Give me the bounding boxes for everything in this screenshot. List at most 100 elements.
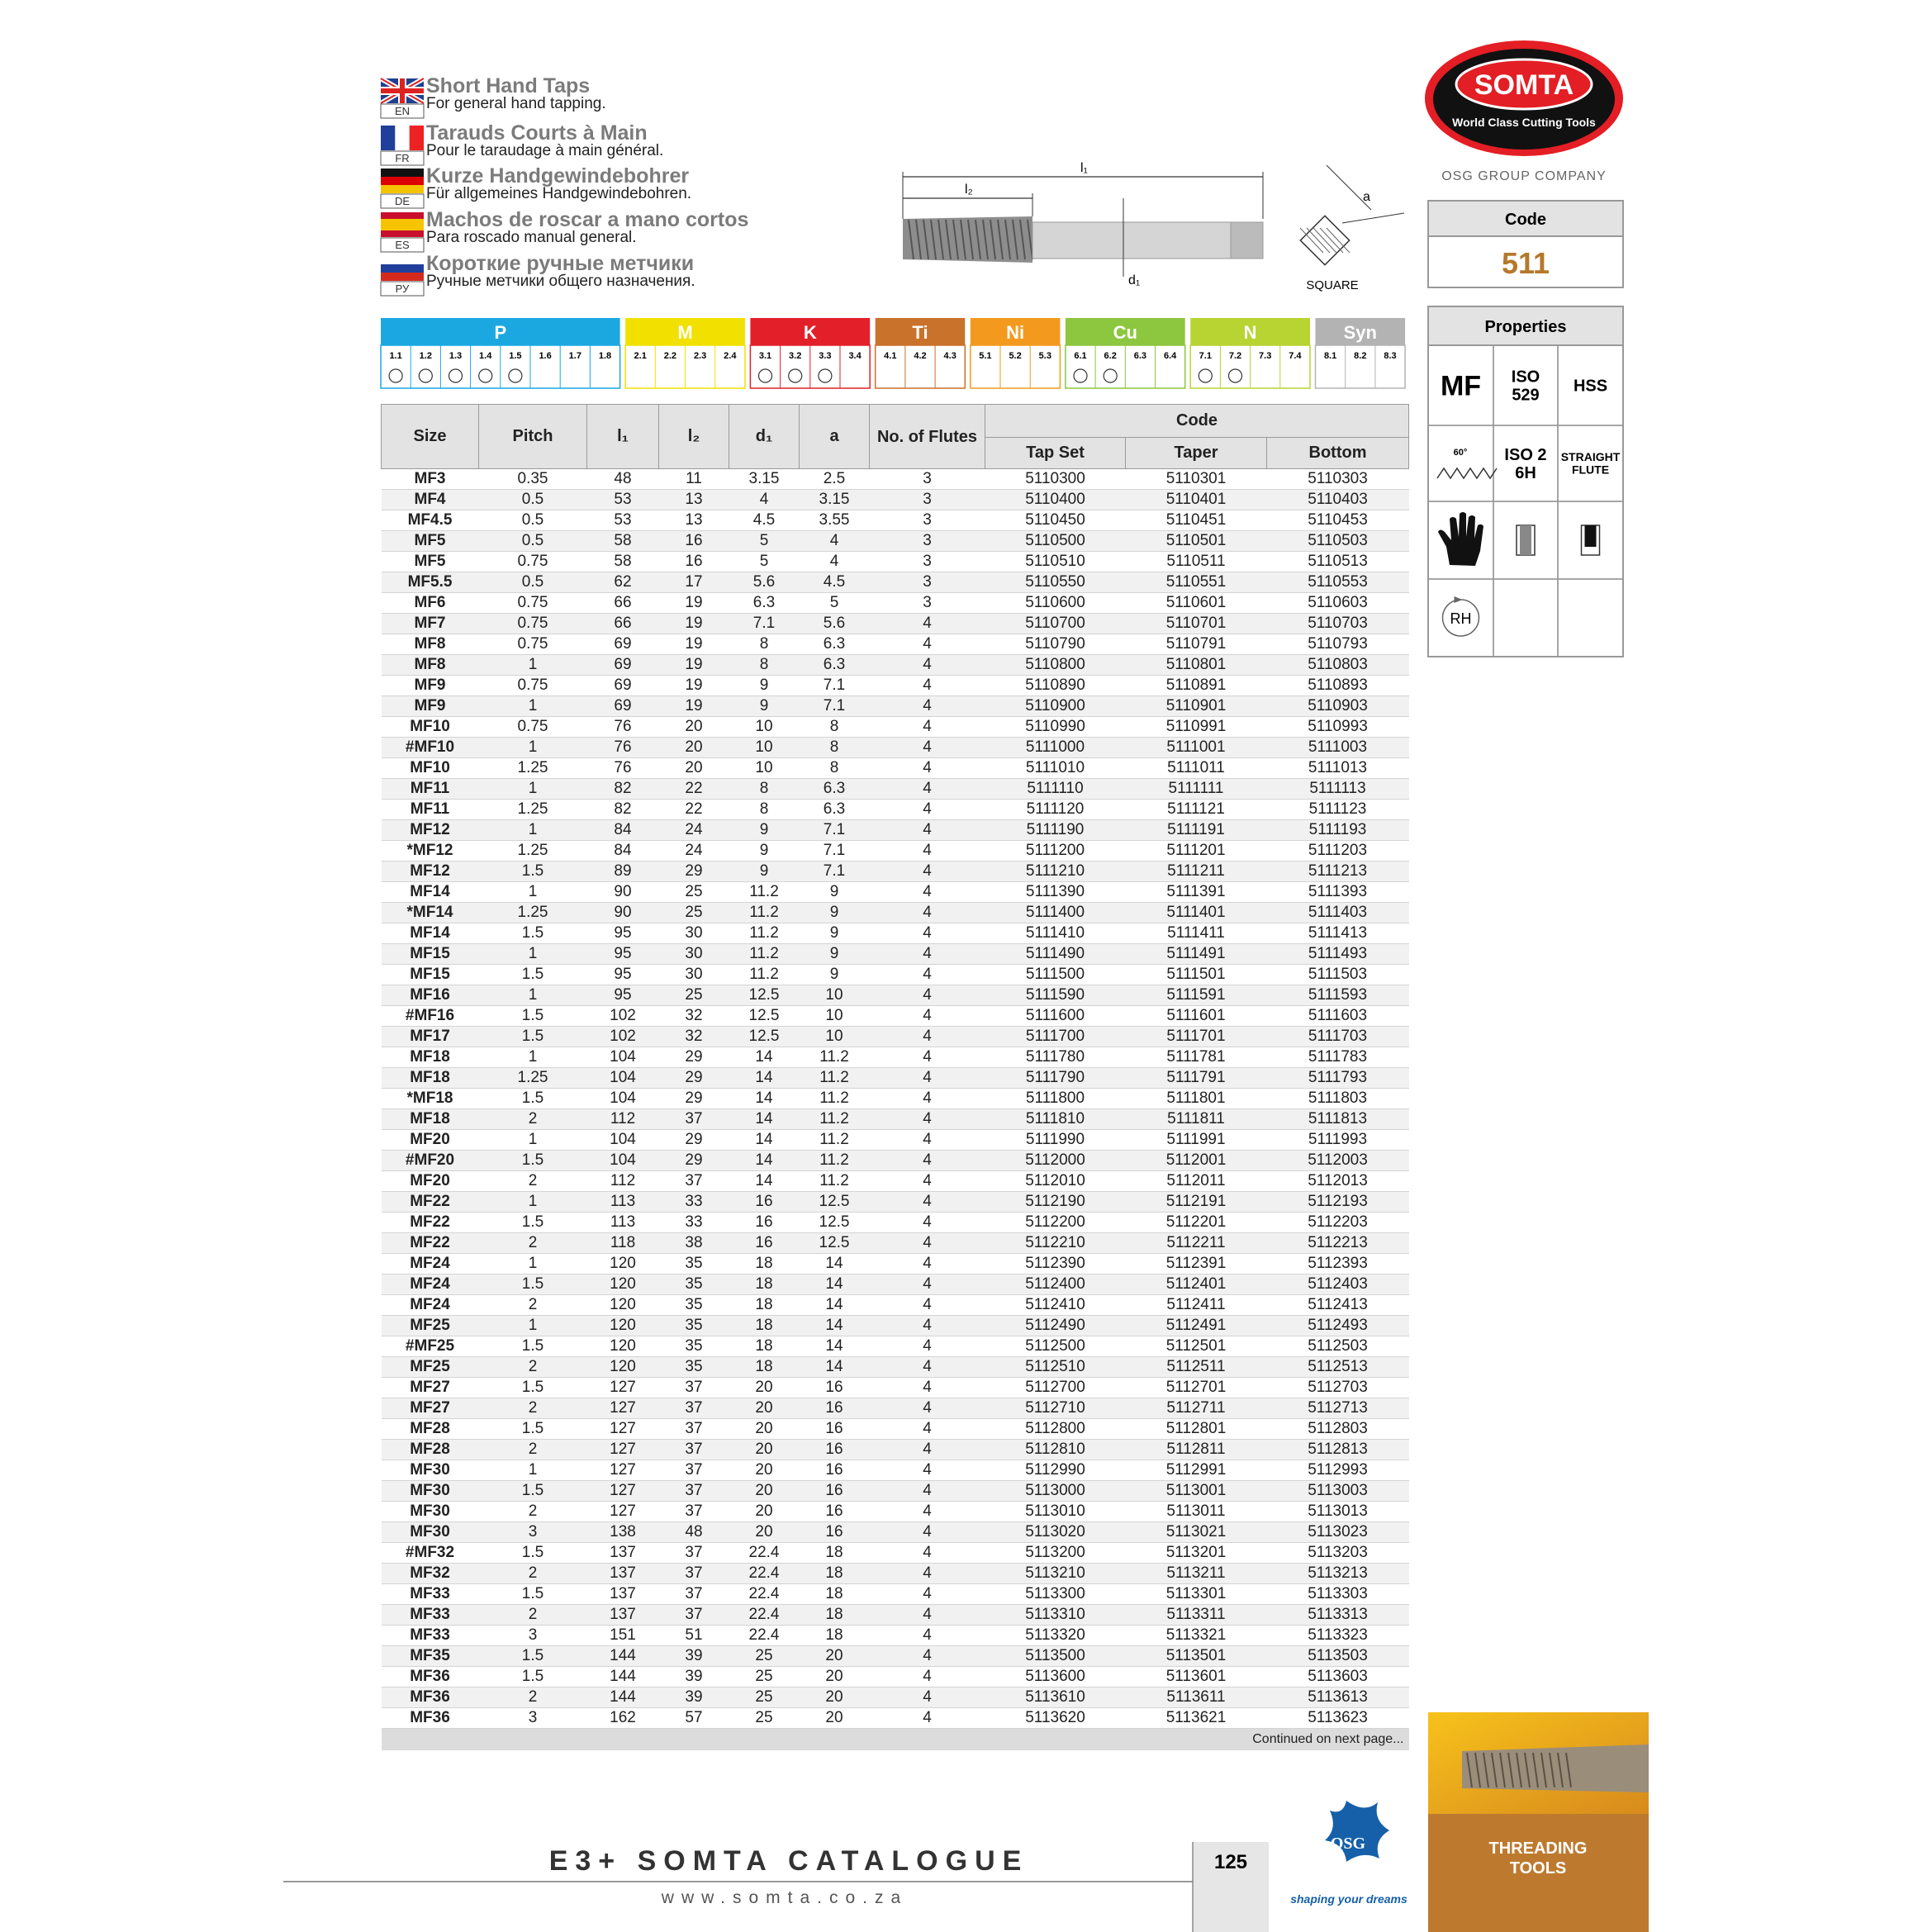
table-cell: 0.75 (478, 716, 587, 738)
table-cell: 6.3 (799, 654, 870, 676)
table-cell: 9 (729, 675, 800, 696)
table-cell: 5111801 (1125, 1088, 1267, 1109)
table-cell: MF30 (381, 1521, 479, 1543)
suitability-mark (818, 368, 833, 383)
table-head: Size Pitch l₁ l₂ d₁ a No. of Flutes Code Tap Set… (381, 404, 1409, 469)
square-hatch (1306, 227, 1331, 254)
table-cell: 29 (658, 1047, 729, 1068)
table-cell: 0.35 (478, 468, 587, 490)
material-header (1315, 318, 1406, 345)
table-cell: MF12 (381, 819, 479, 841)
table-cell: 5111593 (1266, 985, 1409, 1006)
section-tap-thread (1524, 1752, 1531, 1788)
flag-cross-red (381, 88, 424, 93)
table-row: MF5 0.75 58 16 5 4 3 5110510 5110511 5110513 (381, 551, 1409, 572)
table-cell: 84 (586, 819, 659, 841)
table-cell: 7.1 (799, 840, 870, 862)
table-cell: 127 (586, 1377, 659, 1398)
table-cell: 5113310 (985, 1604, 1126, 1626)
table-cell: 5112501 (1125, 1336, 1267, 1357)
section-tap-thread (1549, 1752, 1555, 1788)
table-cell: 4 (869, 1274, 985, 1295)
section-tap-thread (1483, 1752, 1489, 1788)
material-code: 4.1 (884, 351, 896, 361)
table-cell: 113 (586, 1191, 659, 1213)
section-tap-thread (1499, 1752, 1506, 1788)
table-cell: MF10 (381, 716, 479, 738)
table-cell: 5112211 (1125, 1232, 1267, 1254)
table-cell: 53 (586, 510, 659, 531)
table-cell: 5112390 (985, 1253, 1126, 1275)
table-cell: 5113501 (1125, 1645, 1267, 1667)
table-cell: 30 (658, 923, 729, 944)
table-cell: 5111110 (985, 778, 1126, 800)
table-cell: 5112513 (1266, 1356, 1409, 1378)
table-cell: 82 (586, 799, 659, 820)
table-cell: 10 (729, 716, 800, 738)
table-cell: 9 (799, 923, 870, 944)
table-cell: 11.2 (799, 1170, 870, 1192)
table-cell: 1 (478, 819, 587, 841)
table-cell: 12.5 (799, 1191, 870, 1213)
table-cell: 4 (869, 1170, 985, 1192)
table-cell: 1.25 (478, 902, 587, 923)
table-cell: 5111791 (1125, 1067, 1267, 1089)
label-l2: l₂ (965, 183, 973, 197)
table-cell: 1.5 (478, 1336, 587, 1357)
table-cell: 16 (729, 1212, 800, 1233)
table-cell: 4 (869, 985, 985, 1006)
table-cell: 90 (586, 881, 659, 903)
property-material: HSS (1574, 377, 1607, 396)
section-tap-thread (1540, 1752, 1547, 1788)
tap-thread-line (945, 219, 952, 260)
table-cell: 25 (729, 1687, 800, 1708)
table-row: MF20 1 104 29 14 11.2 4 5111990 5111991 5111993 (381, 1129, 1409, 1151)
table-cell: 5113620 (985, 1707, 1126, 1729)
table-cell: 1.5 (478, 1274, 587, 1295)
table-cell: 5110900 (985, 695, 1126, 717)
table-cell: 5112490 (985, 1315, 1126, 1336)
property-tolerance: ISO 2 (1504, 446, 1546, 464)
section-tap-thread (1516, 1752, 1522, 1788)
material-code: 6.3 (1134, 351, 1146, 361)
table-cell: 5113621 (1125, 1707, 1267, 1729)
table-cell: 1 (478, 737, 587, 758)
table-cell: 5112010 (985, 1170, 1126, 1192)
table-cell: 11.2 (799, 1088, 870, 1109)
table-cell: MF25 (381, 1315, 479, 1336)
table-cell: 9 (799, 881, 870, 903)
table-cell: 5112810 (985, 1439, 1126, 1460)
table-cell: 5110803 (1266, 654, 1409, 676)
language-subtitle: Pour le taraudage à main général. (426, 142, 664, 159)
table-cell: 5111701 (1125, 1026, 1267, 1047)
language-title: Machos de roscar a mano cortos (426, 208, 749, 231)
section-title: THREADING TOOLS (1488, 1839, 1588, 1877)
table-cell: 7.1 (799, 819, 870, 841)
table-cell: 1.5 (478, 1150, 587, 1171)
table-cell: 5111591 (1125, 985, 1267, 1006)
flag-stripe (381, 256, 424, 264)
table-cell: 5113010 (985, 1501, 1126, 1522)
table-cell: 20 (729, 1460, 800, 1481)
table-cell: 5111013 (1266, 757, 1409, 779)
table-cell: 1 (478, 1047, 587, 1068)
table-cell: 144 (586, 1687, 659, 1708)
table-cell: 10 (799, 1005, 870, 1027)
table-cell: MF3 (381, 468, 479, 490)
table-cell: *MF18 (381, 1088, 479, 1109)
code-box-header (1427, 200, 1624, 237)
table-cell: 5112400 (985, 1274, 1126, 1295)
table-cell: 5113021 (1125, 1521, 1267, 1543)
table-cell: 5112413 (1266, 1294, 1409, 1316)
table-row: *MF18 1.5 104 29 14 11.2 4 5111800 5111801 511180… (381, 1088, 1409, 1109)
square-hatch (1326, 227, 1351, 254)
label-square: SQUARE (1306, 278, 1358, 292)
table-row: *MF12 1.25 84 24 9 7.1 4 5111200 5111201 5111203 (381, 840, 1409, 862)
table-cell: 112 (586, 1108, 659, 1130)
table-cell: 16 (799, 1460, 870, 1481)
table-cell: 16 (799, 1398, 870, 1419)
table-cell: MF5 (381, 530, 479, 552)
code-column-header: Tap Set (985, 437, 1126, 469)
table-cell: 5111491 (1125, 943, 1267, 965)
table-cell: 104 (586, 1150, 659, 1171)
